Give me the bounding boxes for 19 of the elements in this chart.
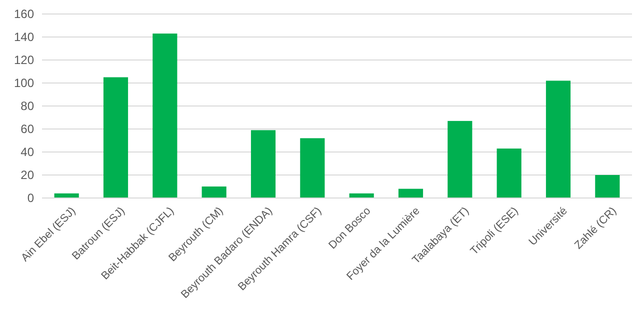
y-tick-label: 0 bbox=[27, 191, 34, 206]
bar bbox=[595, 175, 620, 198]
y-tick-label: 20 bbox=[20, 168, 34, 182]
bar bbox=[496, 148, 522, 198]
bar bbox=[398, 188, 424, 198]
bar bbox=[152, 34, 178, 198]
bar bbox=[546, 80, 571, 198]
y-tick-label: 120 bbox=[14, 53, 34, 68]
y-tick-label: 100 bbox=[14, 76, 34, 90]
y-tick-label: 140 bbox=[14, 30, 34, 44]
y-tick-label: 60 bbox=[20, 122, 34, 136]
y-tick-label: 160 bbox=[14, 7, 34, 22]
y-tick-label: 40 bbox=[20, 145, 34, 160]
bar bbox=[202, 186, 226, 198]
bar bbox=[103, 77, 128, 198]
bar bbox=[250, 130, 276, 198]
bar bbox=[448, 120, 472, 198]
bar bbox=[300, 138, 325, 198]
y-tick-label: 80 bbox=[20, 99, 34, 114]
